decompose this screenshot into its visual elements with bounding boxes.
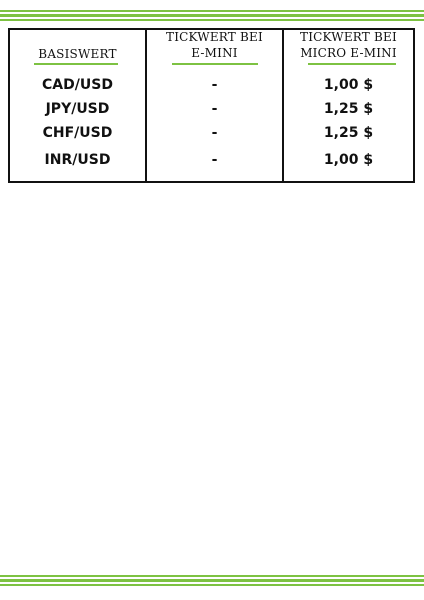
table-cell: - (211, 125, 218, 141)
table-cell: - (211, 77, 218, 93)
table-cell: CHF/USD (42, 125, 113, 141)
table-cell: CAD/USD (42, 77, 113, 93)
bottom-border-stripes (0, 575, 424, 586)
top-border-stripes (0, 10, 424, 21)
table-cell: 1,00 $ (323, 152, 374, 168)
column-basiswert: BASISWERT CAD/USD JPY/USD CHF/USD INR/US… (10, 30, 145, 181)
column-tickwert-emini: TICKWERT BEI E-MINI - - - - (145, 30, 282, 181)
table-cell: - (211, 152, 218, 168)
column-header: TICKWERT BEI E-MINI (166, 30, 263, 60)
column-header: TICKWERT BEI MICRO E-MINI (300, 30, 397, 60)
table-cell: 1,25 $ (323, 101, 374, 117)
table-cell: INR/USD (44, 152, 111, 168)
tick-value-table: BASISWERT CAD/USD JPY/USD CHF/USD INR/US… (8, 28, 415, 183)
table-cell: JPY/USD (45, 101, 110, 117)
column-header: BASISWERT (38, 47, 117, 61)
header-underline (172, 63, 258, 65)
table-cell: 1,00 $ (323, 77, 374, 93)
table-cell: - (211, 101, 218, 117)
column-tickwert-micro-emini: TICKWERT BEI MICRO E-MINI 1,00 $ 1,25 $ … (282, 30, 413, 181)
table-cell: 1,25 $ (323, 125, 374, 141)
header-underline (308, 63, 396, 65)
header-underline (34, 63, 118, 65)
